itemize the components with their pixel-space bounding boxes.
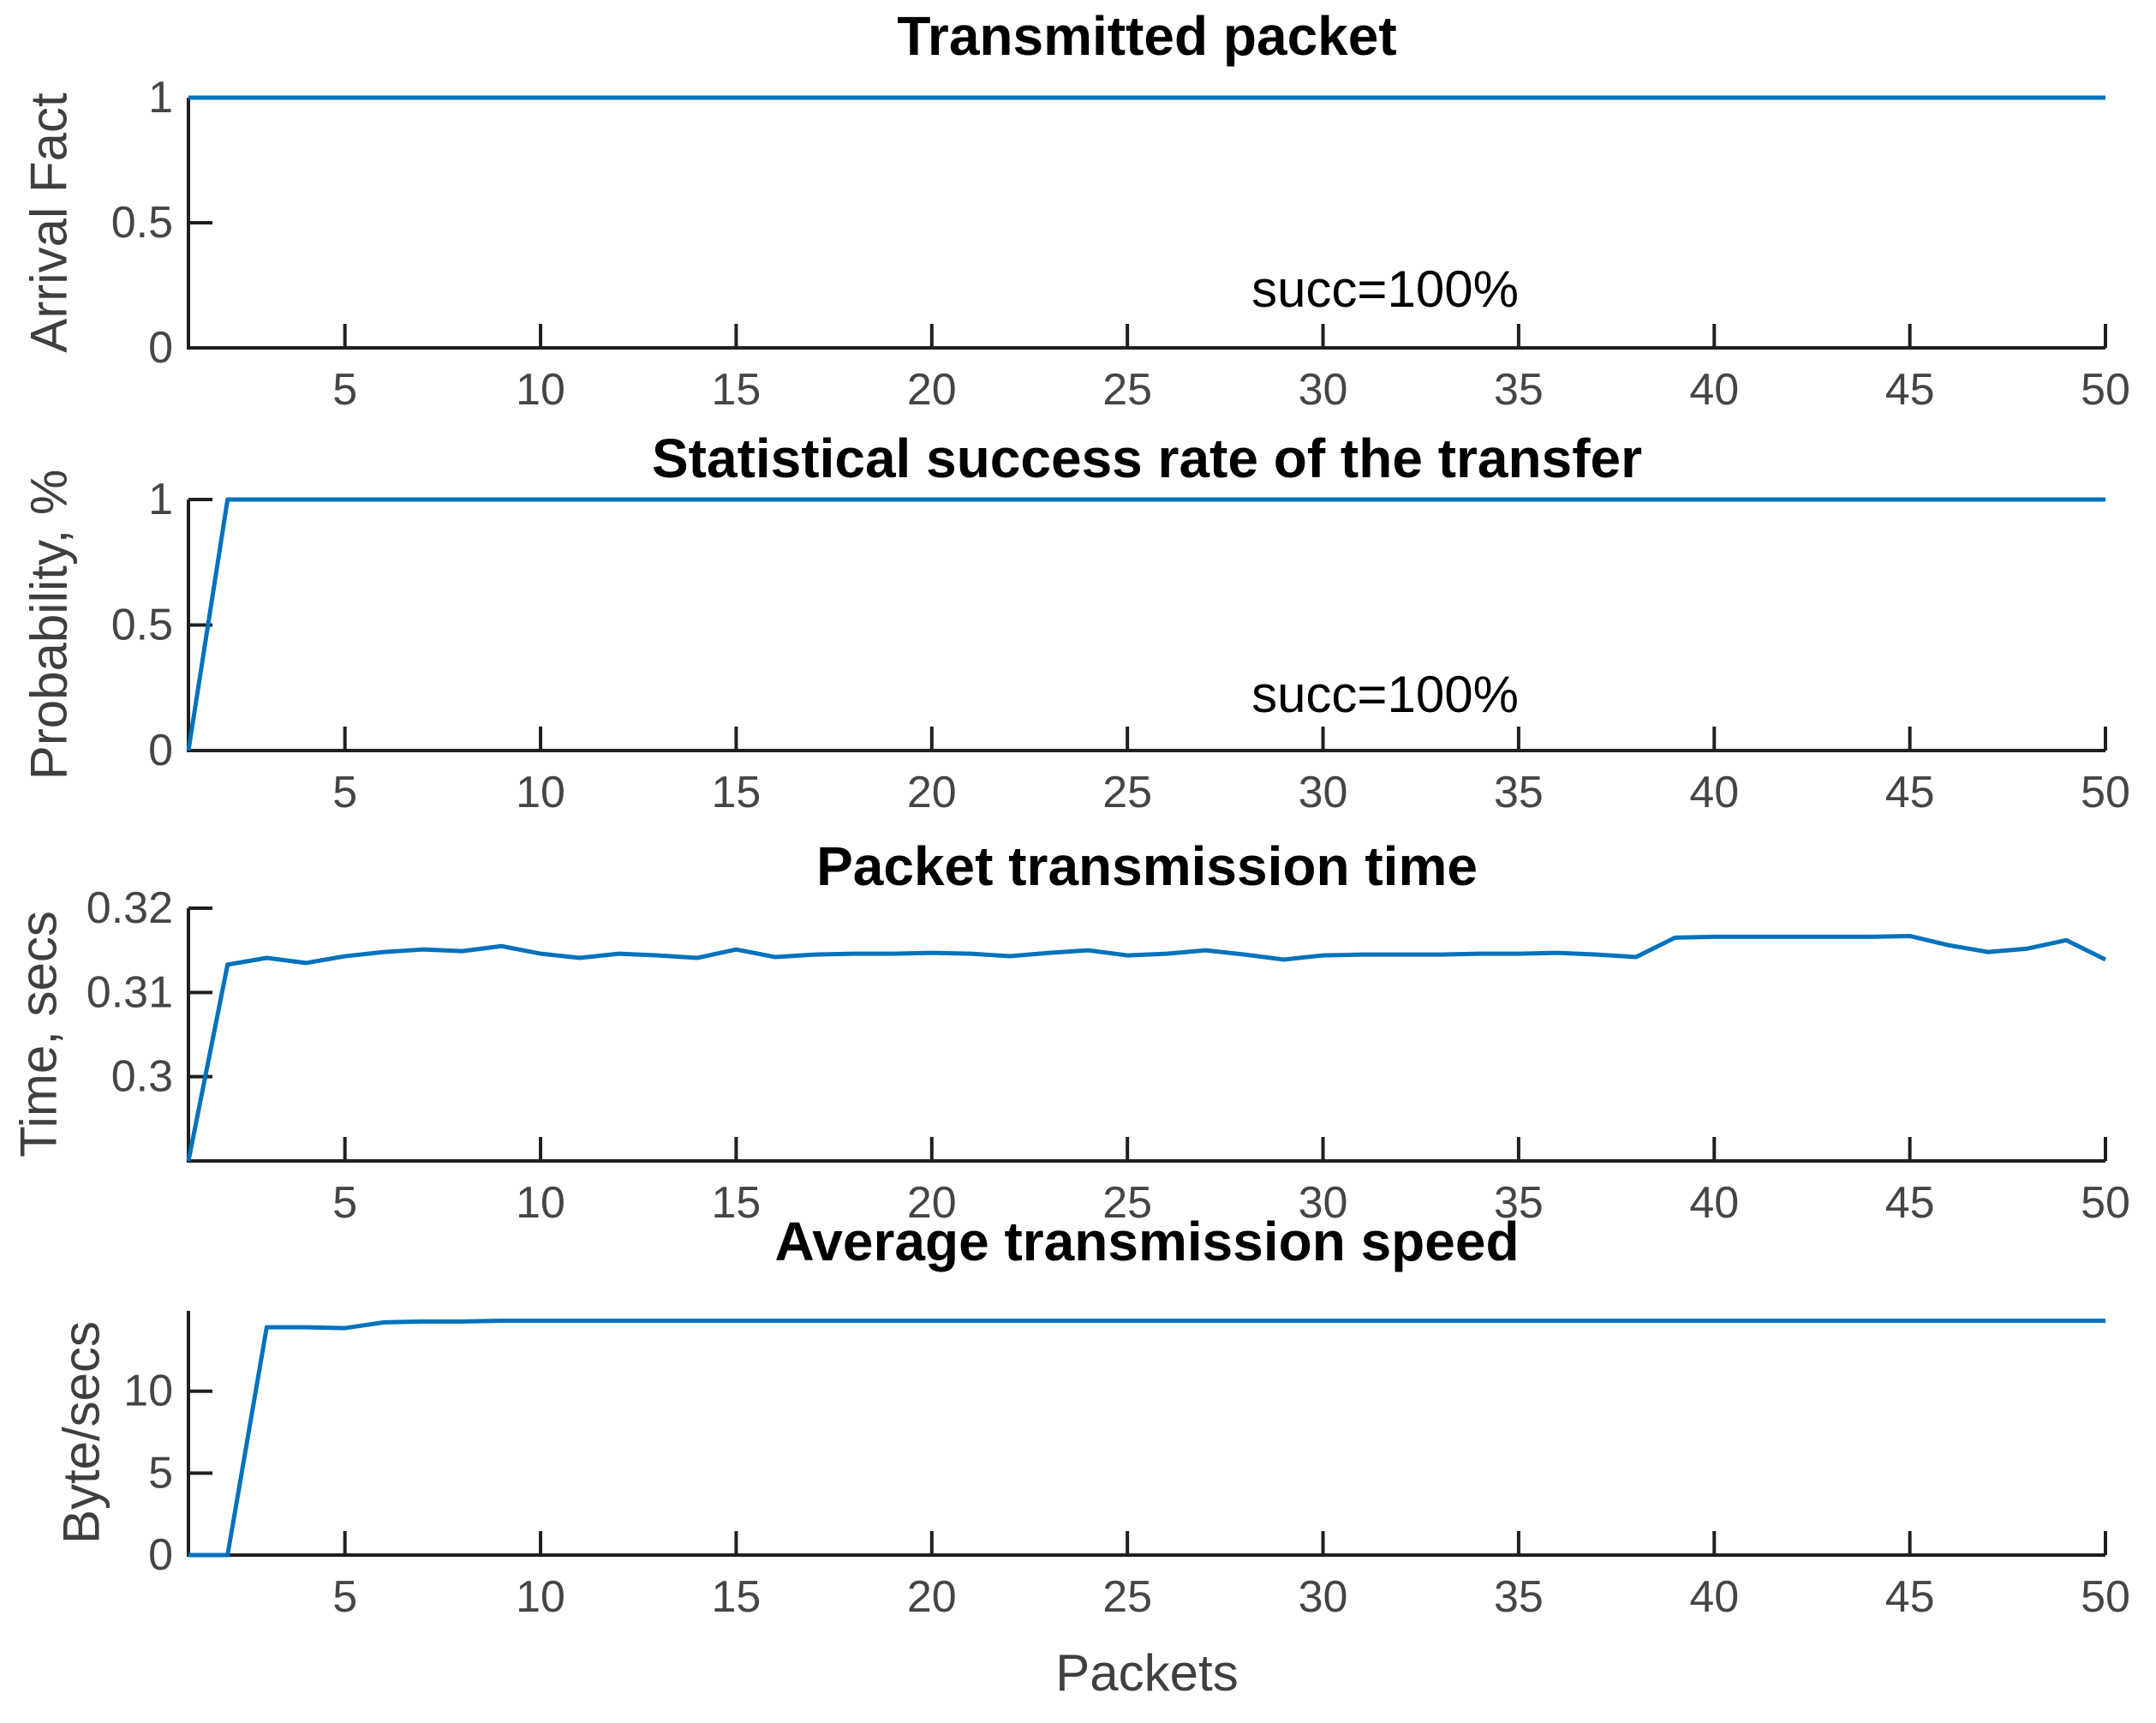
x-tick-label: 30 xyxy=(1299,365,1348,415)
x-tick-label: 45 xyxy=(1885,1178,1935,1228)
y-tick-label: 0.3 xyxy=(111,1052,173,1102)
subplot-3-title: Packet transmission time xyxy=(816,835,1478,897)
x-tick-label: 35 xyxy=(1494,365,1544,415)
y-tick-label: 5 xyxy=(148,1448,173,1498)
subplot-4-title: Average transmission speed xyxy=(774,1211,1519,1272)
x-tick-label: 40 xyxy=(1689,365,1739,415)
subplot-3-ylabel: Time, secs xyxy=(10,911,68,1158)
y-tick-label: 0 xyxy=(148,1530,173,1580)
subplot-1-annotation: succ=100% xyxy=(1251,260,1519,318)
x-tick-label: 40 xyxy=(1689,1178,1739,1228)
x-tick-label: 50 xyxy=(2081,1572,2130,1622)
x-tick-label: 35 xyxy=(1494,1178,1544,1228)
axis-spines xyxy=(187,908,2105,1163)
x-tick-label: 20 xyxy=(907,768,957,817)
y-tick-label: 0.5 xyxy=(111,198,173,248)
y-tick-label: 1 xyxy=(148,73,173,123)
x-tick-label: 20 xyxy=(907,1178,957,1228)
series-line xyxy=(186,497,2105,751)
y-tick-label: 0.5 xyxy=(111,601,173,650)
y-tick-label: 0 xyxy=(148,323,173,373)
x-tick-label: 30 xyxy=(1299,1572,1348,1622)
x-tick-label: 25 xyxy=(1102,1572,1152,1622)
subplot-2: 00.515 10 15 20 25 30 35 40 45 50 xyxy=(111,475,2130,817)
x-tick-label: 40 xyxy=(1689,1572,1739,1622)
x-tick-label: 25 xyxy=(1102,365,1152,415)
y-tick-label: 0.31 xyxy=(87,967,173,1017)
x-tick-label: 50 xyxy=(2081,1178,2130,1228)
x-tick-label: 30 xyxy=(1299,768,1348,817)
x-tick-label: 5 xyxy=(332,768,357,817)
y-tick-label: 0 xyxy=(148,726,173,775)
x-tick-label: 35 xyxy=(1494,768,1544,817)
x-tick-label: 50 xyxy=(2081,768,2130,817)
x-tick-label: 15 xyxy=(712,365,761,415)
axis-spines xyxy=(187,1311,2105,1557)
subplot-2-ylabel: Probability, % xyxy=(21,470,78,780)
x-tick-label: 5 xyxy=(332,365,357,415)
y-tick-label: 1 xyxy=(148,475,173,524)
y-tick-label: 10 xyxy=(123,1367,173,1416)
subplot-3: 0.3 0.31 0.32 5 10 15 20 25 30 35 40 45 50 xyxy=(87,883,2130,1228)
axis-spines xyxy=(187,500,2105,752)
subplot-1: 00.515 10 15 20 25 30 35 40 45 50 xyxy=(111,73,2130,415)
x-tick-label: 5 xyxy=(332,1178,357,1228)
subplot-2-annotation: succ=100% xyxy=(1251,666,1519,723)
subplot-1-ylabel: Arrival Fact xyxy=(21,93,78,353)
x-axis-label: Packets xyxy=(1055,1644,1238,1702)
x-tick-label: 10 xyxy=(516,1572,565,1622)
subplot-2-title: Statistical success rate of the transfer xyxy=(652,428,1642,489)
x-tick-label: 10 xyxy=(516,365,565,415)
x-tick-label: 40 xyxy=(1689,768,1739,817)
x-tick-label: 15 xyxy=(712,1572,761,1622)
x-tick-label: 10 xyxy=(516,768,565,817)
x-tick-label: 35 xyxy=(1494,1572,1544,1622)
x-tick-label: 45 xyxy=(1885,365,1935,415)
x-tick-label: 30 xyxy=(1299,1178,1348,1228)
y-tick-label: 0.32 xyxy=(87,883,173,933)
x-tick-label: 5 xyxy=(332,1572,357,1622)
series-line xyxy=(186,933,2107,1162)
x-tick-label: 20 xyxy=(907,365,957,415)
series-line xyxy=(188,1318,2105,1558)
subplot-1-title: Transmitted packet xyxy=(897,5,1396,67)
subplot-4: 0 5 10 5 10 15 20 25 30 35 40 45 50 xyxy=(123,1311,2130,1622)
x-tick-label: 25 xyxy=(1102,768,1152,817)
x-tick-label: 15 xyxy=(712,768,761,817)
x-tick-label: 45 xyxy=(1885,1572,1935,1622)
x-tick-label: 25 xyxy=(1102,1178,1152,1228)
x-tick-label: 45 xyxy=(1885,768,1935,817)
subplot-4-ylabel: Byte/secs xyxy=(53,1321,110,1544)
axis-spines xyxy=(187,98,2105,350)
x-tick-label: 10 xyxy=(516,1178,565,1228)
x-tick-label: 50 xyxy=(2081,365,2130,415)
x-tick-label: 15 xyxy=(712,1178,761,1228)
x-tick-label: 20 xyxy=(907,1572,957,1622)
